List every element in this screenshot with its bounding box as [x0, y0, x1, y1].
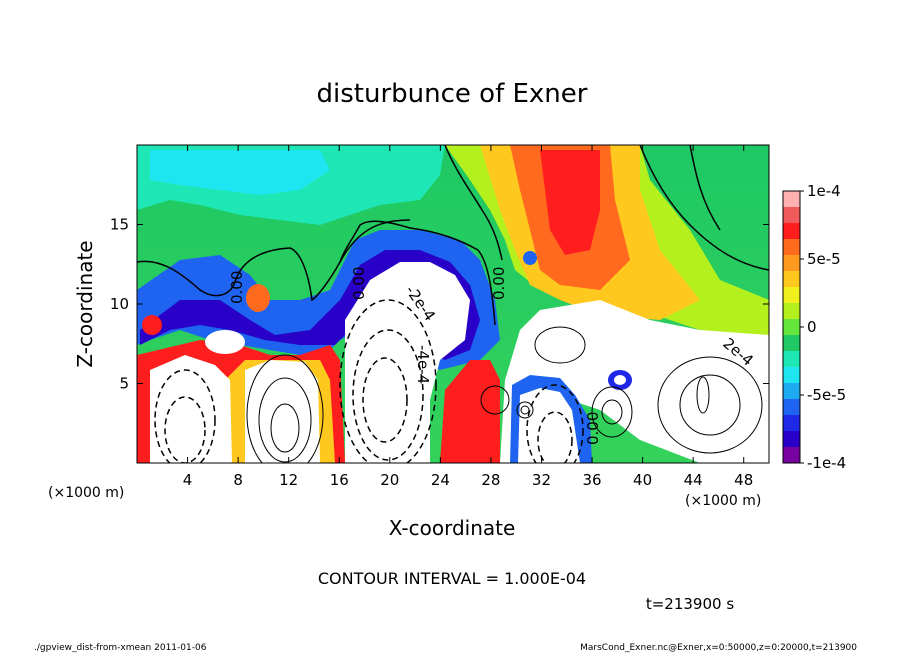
time-label: t=213900 s — [646, 595, 734, 613]
y-axis-label: Z-coordinate — [73, 240, 97, 367]
contour-label: 0.00 — [584, 412, 602, 445]
colorbar-swatch — [783, 319, 800, 336]
colorbar-swatch — [783, 303, 800, 320]
colorbar-tick-label: 1e-4 — [807, 182, 841, 200]
colorbar-ticks: 1e-4 5e-5 0 -5e-5 -1e-4 — [800, 182, 846, 472]
blob-blue-1 — [523, 251, 537, 265]
footer-left: ./gpview_dist-from-xmean 2011-01-06 — [34, 643, 207, 653]
zero-contours — [137, 145, 769, 326]
x-tick-label: 20 — [380, 471, 399, 489]
region-white-central — [345, 262, 470, 463]
blob-upper-left — [142, 315, 162, 335]
y-tick-label: 10 — [110, 295, 129, 313]
field-cyan-upper-left-core — [150, 150, 330, 195]
colorbar-swatch — [783, 255, 800, 272]
region-white-left — [150, 355, 232, 463]
y-axis: 5 10 15 — [110, 216, 769, 393]
colorbar — [783, 191, 800, 464]
x-axis-label: X-coordinate — [389, 516, 516, 540]
x-axis: 4 8 12 16 20 24 28 32 36 40 44 48 — [183, 145, 753, 489]
colorbar-tick-label: -5e-5 — [807, 386, 846, 404]
x-tick-label: 48 — [734, 471, 753, 489]
x-tick-label: 44 — [684, 471, 703, 489]
y-tick-label: 5 — [119, 375, 129, 393]
colorbar-swatch — [783, 383, 800, 400]
x-tick-label: 24 — [431, 471, 450, 489]
x-tick-label: 16 — [330, 471, 349, 489]
colorbar-swatch — [783, 431, 800, 448]
positive-contours — [246, 326, 763, 463]
colorbar-swatch — [783, 271, 800, 288]
plot-area — [137, 145, 769, 463]
x-tick-label: 28 — [481, 471, 500, 489]
colorbar-tick-label: -1e-4 — [807, 454, 846, 472]
x-tick-label: 36 — [582, 471, 601, 489]
contour-label: 0.00 — [228, 271, 246, 304]
contour-interval: CONTOUR INTERVAL = 1.000E-04 — [318, 569, 586, 588]
contour-label: 0.00 — [350, 267, 368, 300]
colorbar-swatch — [783, 351, 800, 368]
blob-red-3 — [246, 284, 270, 312]
colorbar-swatch — [783, 207, 800, 224]
colorbar-tick-label: 0 — [807, 318, 817, 336]
colorbar-swatch — [783, 239, 800, 256]
blob-white-3 — [205, 330, 245, 354]
x-tick-label: 40 — [633, 471, 652, 489]
region-white-left-2 — [245, 360, 320, 463]
y-tick-label: 15 — [110, 216, 129, 234]
x-tick-label: 8 — [233, 471, 243, 489]
colorbar-swatch — [783, 223, 800, 240]
x-axis-unit-right: (×1000 m) — [685, 493, 761, 509]
x-tick-label: 12 — [279, 471, 298, 489]
colorbar-swatch — [783, 399, 800, 416]
footer-right: MarsCond_Exner.nc@Exner,x=0:50000,z=0:20… — [580, 643, 857, 653]
negative-contours — [154, 299, 584, 463]
colorbar-swatch — [783, 415, 800, 432]
region-lower-right-core — [518, 388, 580, 463]
colorbar-swatch — [783, 367, 800, 384]
colorbar-swatch — [783, 335, 800, 352]
x-tick-label: 4 — [183, 471, 193, 489]
field-deepred-plume — [540, 150, 600, 255]
colorbar-swatch — [783, 447, 800, 464]
x-tick-label: 32 — [532, 471, 551, 489]
chart-title: disturbunce of Exner — [317, 79, 588, 109]
contour-label: 0.00 — [490, 267, 508, 300]
colorbar-swatch — [783, 287, 800, 304]
colorbar-swatch — [783, 191, 800, 208]
blob-white-2 — [614, 375, 626, 385]
contour-label: -4e-4 — [414, 345, 432, 384]
region-red-right-lower — [440, 360, 500, 463]
x-axis-unit-left: (×1000 m) — [48, 485, 124, 501]
colorbar-tick-label: 5e-5 — [807, 250, 841, 268]
region-white-right — [500, 300, 769, 463]
